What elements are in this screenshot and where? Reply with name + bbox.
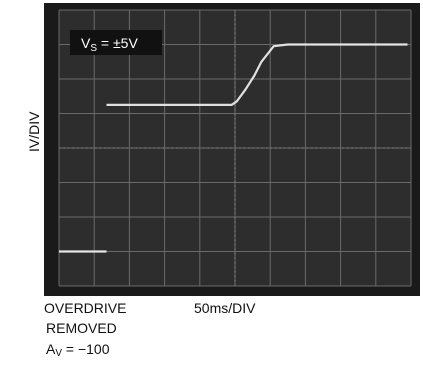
supply-label-rest: = ±5V [97,35,138,51]
svg-text:VS = ±5V: VS = ±5V [81,35,138,54]
x-axis-label: 50ms/DIV [194,300,256,316]
graticule [58,9,412,287]
supply-label-main: V [81,35,91,51]
supply-label-sub: S [90,43,97,54]
gain-label-main: A [46,341,56,357]
supply-label: VS = ±5V [70,30,162,55]
trace [59,43,408,253]
trace-segment-2 [106,43,408,107]
caption-line-1: OVERDRIVE [44,300,127,316]
gain-label: AV = −100 [46,341,110,362]
caption-line-2: REMOVED [46,320,117,336]
y-axis-label: IV/DIV [26,111,42,152]
gain-label-rest: = −100 [62,341,110,357]
gain-label-sub: V [55,348,63,359]
